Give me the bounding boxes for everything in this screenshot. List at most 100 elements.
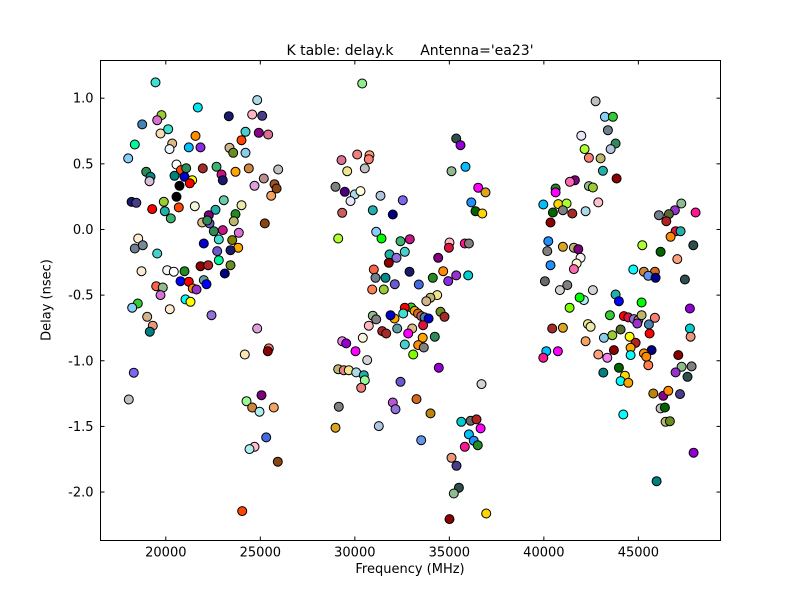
data-point	[385, 310, 396, 321]
data-point	[341, 338, 352, 349]
data-point	[378, 284, 389, 295]
data-point	[168, 266, 179, 277]
data-point	[240, 126, 251, 137]
data-point	[336, 155, 347, 166]
x-tick-label: 35000	[429, 546, 470, 561]
data-point	[247, 109, 258, 120]
data-point	[564, 302, 575, 313]
data-point	[623, 377, 634, 388]
data-point	[611, 173, 622, 184]
data-point	[550, 187, 561, 198]
data-point	[585, 321, 596, 332]
data-point	[395, 376, 406, 387]
data-point	[350, 346, 361, 357]
data-point	[202, 215, 213, 226]
data-point	[258, 173, 269, 184]
data-point	[615, 324, 626, 335]
data-point	[217, 225, 228, 236]
data-point	[225, 260, 236, 271]
data-point	[676, 198, 687, 209]
data-point	[399, 246, 410, 257]
data-point	[330, 422, 341, 433]
data-point	[195, 142, 206, 153]
data-point	[598, 332, 609, 343]
data-point	[439, 311, 450, 322]
data-point	[632, 318, 643, 329]
data-point	[568, 264, 579, 275]
data-point	[212, 246, 223, 257]
scatter-points	[123, 77, 701, 525]
data-point	[471, 414, 482, 425]
data-point	[650, 272, 661, 283]
data-point	[643, 319, 654, 330]
data-point	[155, 128, 166, 139]
data-point	[448, 488, 459, 499]
data-point	[545, 217, 556, 228]
data-point	[451, 460, 462, 471]
data-point	[456, 416, 467, 427]
data-point	[272, 456, 283, 467]
data-point	[155, 290, 166, 301]
data-point	[179, 266, 190, 277]
data-point	[219, 268, 230, 279]
axes-frame	[100, 60, 721, 541]
data-point	[670, 367, 681, 378]
y-axis-label: Delay (nsec)	[39, 259, 55, 341]
data-point	[252, 95, 263, 106]
data-point	[425, 408, 436, 419]
data-point	[593, 349, 604, 360]
data-point	[389, 279, 400, 290]
data-point	[383, 257, 394, 268]
data-point	[253, 127, 264, 138]
data-point	[152, 248, 163, 259]
data-point	[173, 202, 184, 213]
data-point	[597, 165, 608, 176]
data-point	[473, 182, 484, 193]
y-tick-label: -2.0	[68, 486, 93, 501]
data-point	[686, 361, 697, 372]
data-point	[147, 204, 158, 215]
data-point	[443, 276, 454, 287]
data-point	[356, 382, 367, 393]
data-point	[152, 115, 163, 126]
data-point	[240, 147, 251, 158]
data-point	[137, 119, 148, 130]
data-point	[367, 284, 378, 295]
data-point	[636, 297, 647, 308]
data-point	[579, 144, 590, 155]
data-point	[590, 96, 601, 107]
data-point	[607, 330, 618, 341]
data-point	[554, 285, 565, 296]
data-point	[651, 476, 662, 487]
data-point	[189, 201, 200, 212]
data-point	[481, 508, 492, 519]
data-point	[607, 111, 618, 122]
data-point	[395, 236, 406, 247]
x-tick-label: 40000	[523, 546, 564, 561]
data-point	[391, 252, 402, 263]
data-point	[655, 246, 666, 257]
data-point	[136, 266, 147, 277]
data-point	[433, 362, 444, 373]
data-point	[144, 176, 155, 187]
data-point	[398, 308, 409, 319]
data-point	[263, 129, 274, 140]
data-point	[236, 200, 247, 211]
y-tick-label: -1.0	[68, 354, 93, 369]
data-point	[418, 320, 429, 331]
data-point	[557, 322, 568, 333]
data-point	[466, 197, 477, 208]
data-point	[472, 440, 483, 451]
data-point	[158, 196, 169, 207]
data-point	[416, 435, 427, 446]
data-point	[476, 379, 487, 390]
data-point	[637, 240, 648, 251]
x-tick-label: 25000	[240, 546, 281, 561]
data-point	[163, 124, 174, 135]
data-point	[542, 246, 553, 257]
x-axis-label: Frequency (MHz)	[355, 562, 465, 577]
data-point	[475, 423, 486, 434]
data-point	[210, 204, 221, 215]
x-tick-label: 45000	[618, 546, 659, 561]
data-point	[363, 320, 374, 331]
